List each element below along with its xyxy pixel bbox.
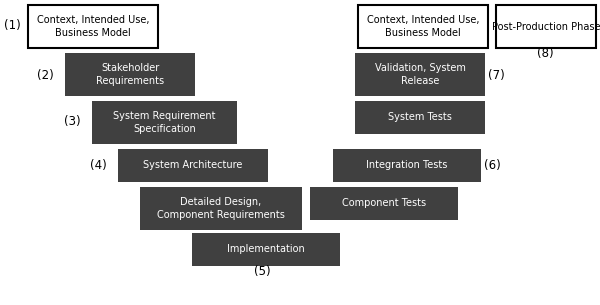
Text: Component Tests: Component Tests — [342, 199, 426, 209]
FancyBboxPatch shape — [310, 187, 458, 220]
Text: Integration Tests: Integration Tests — [367, 160, 448, 170]
FancyBboxPatch shape — [28, 5, 158, 48]
Text: (1): (1) — [4, 20, 20, 33]
Text: System Tests: System Tests — [388, 113, 452, 123]
FancyBboxPatch shape — [192, 233, 340, 266]
FancyBboxPatch shape — [92, 101, 237, 144]
Text: Context, Intended Use,
Business Model: Context, Intended Use, Business Model — [367, 15, 479, 38]
FancyBboxPatch shape — [355, 53, 485, 96]
FancyBboxPatch shape — [65, 53, 195, 96]
FancyBboxPatch shape — [358, 5, 488, 48]
Text: (5): (5) — [254, 265, 271, 278]
Text: Validation, System
Release: Validation, System Release — [374, 63, 466, 86]
Text: Implementation: Implementation — [227, 245, 305, 254]
Text: (7): (7) — [488, 69, 505, 81]
Text: System Requirement
Specification: System Requirement Specification — [113, 111, 216, 134]
Text: Post-Production Phase: Post-Production Phase — [492, 21, 600, 31]
FancyBboxPatch shape — [496, 5, 596, 48]
Text: Stakeholder
Requirements: Stakeholder Requirements — [96, 63, 164, 86]
FancyBboxPatch shape — [118, 149, 268, 182]
FancyBboxPatch shape — [355, 101, 485, 134]
Text: (6): (6) — [484, 159, 500, 171]
Text: (3): (3) — [64, 116, 80, 128]
Text: (4): (4) — [89, 159, 106, 171]
FancyBboxPatch shape — [333, 149, 481, 182]
Text: (2): (2) — [37, 69, 53, 81]
Text: Detailed Design,
Component Requirements: Detailed Design, Component Requirements — [157, 197, 285, 220]
Text: (8): (8) — [536, 48, 553, 60]
Text: Context, Intended Use,
Business Model: Context, Intended Use, Business Model — [37, 15, 149, 38]
FancyBboxPatch shape — [140, 187, 302, 230]
Text: System Architecture: System Architecture — [143, 160, 242, 170]
